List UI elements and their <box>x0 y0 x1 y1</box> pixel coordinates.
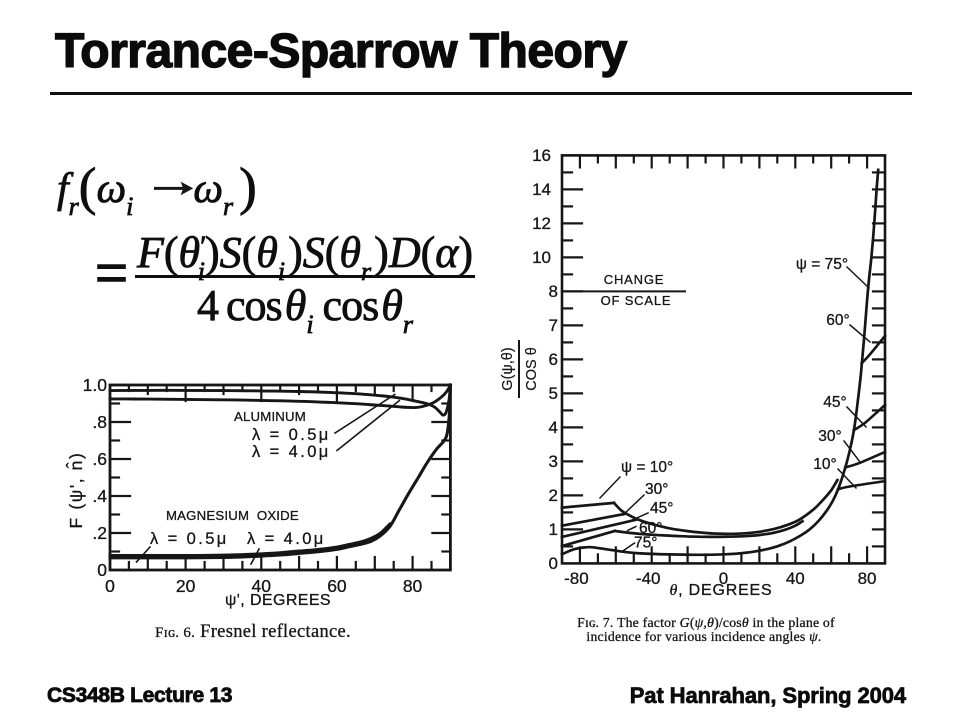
svg-text:60: 60 <box>327 576 347 596</box>
svg-text:6: 6 <box>549 350 558 369</box>
svg-text:5: 5 <box>549 384 558 403</box>
svg-text:3: 3 <box>549 452 558 471</box>
svg-text:ψ', DEGREES: ψ', DEGREES <box>225 592 331 609</box>
svg-text:80: 80 <box>858 569 877 588</box>
svg-text:8: 8 <box>549 282 558 301</box>
svg-text:16: 16 <box>532 146 551 165</box>
svg-text:10°: 10° <box>813 456 836 473</box>
svg-text:1.0: 1.0 <box>83 375 108 395</box>
svg-text:40: 40 <box>252 576 272 596</box>
svg-text:0: 0 <box>105 576 115 596</box>
svg-text:20: 20 <box>176 576 196 596</box>
svg-text:0: 0 <box>97 560 107 580</box>
svg-text:CHANGE: CHANGE <box>604 272 664 287</box>
svg-text:.4: .4 <box>92 486 107 506</box>
svg-text:1: 1 <box>549 520 558 539</box>
svg-text:incidence for various incidenc: incidence for various incidence angles ψ… <box>586 629 821 644</box>
svg-text:7: 7 <box>549 316 558 335</box>
svg-text:λ = 4.0μ: λ = 4.0μ <box>247 530 326 548</box>
svg-text:45°: 45° <box>823 394 846 411</box>
svg-text:OF SCALE: OF SCALE <box>601 293 672 308</box>
svg-text:0: 0 <box>549 554 558 573</box>
svg-text:2: 2 <box>549 486 558 505</box>
svg-text:0: 0 <box>719 569 728 588</box>
svg-text:.8: .8 <box>92 412 107 432</box>
svg-text:.2: .2 <box>92 523 107 543</box>
svg-text:60°: 60° <box>639 520 662 537</box>
svg-text:Fɪɢ. 6. Fresnel reflectance.: Fɪɢ. 6. Fresnel reflectance. <box>155 622 351 642</box>
svg-text:-80: -80 <box>564 569 589 588</box>
svg-text:MAGNESIUM OXIDE: MAGNESIUM OXIDE <box>166 508 299 523</box>
svg-text:λ = 4.0μ: λ = 4.0μ <box>252 443 331 461</box>
svg-text:4: 4 <box>549 418 558 437</box>
svg-text:Fɪɢ. 7. The factor G(ψ,θ)/cosθ: Fɪɢ. 7. The factor G(ψ,θ)/cosθ in the pl… <box>577 615 835 631</box>
svg-text:12: 12 <box>532 214 551 233</box>
svg-text:30°: 30° <box>818 428 841 445</box>
svg-text:F (ψ', n̂): F (ψ', n̂) <box>65 452 86 529</box>
svg-text:60°: 60° <box>826 312 849 329</box>
svg-text:14: 14 <box>532 180 551 199</box>
svg-text:40: 40 <box>786 569 805 588</box>
svg-text:80: 80 <box>403 576 423 596</box>
svg-text:75°: 75° <box>634 535 657 552</box>
svg-text:G(ψ,θ): G(ψ,θ) <box>500 347 516 390</box>
svg-text:ψ = 75°: ψ = 75° <box>796 256 848 273</box>
svg-text:ψ = 10°: ψ = 10° <box>621 459 673 476</box>
svg-text:λ = 0.5μ: λ = 0.5μ <box>252 426 331 444</box>
svg-text:30°: 30° <box>645 481 668 498</box>
svg-text:.6: .6 <box>92 449 107 469</box>
svg-text:45°: 45° <box>650 500 673 517</box>
svg-text:λ = 0.5μ: λ = 0.5μ <box>150 530 229 548</box>
svg-text:COS θ: COS θ <box>524 347 540 391</box>
svg-text:ALUMINUM: ALUMINUM <box>234 409 306 424</box>
svg-text:θ, DEGREES: θ, DEGREES <box>669 582 772 599</box>
svg-text:10: 10 <box>532 248 551 267</box>
svg-text:-40: -40 <box>636 569 661 588</box>
